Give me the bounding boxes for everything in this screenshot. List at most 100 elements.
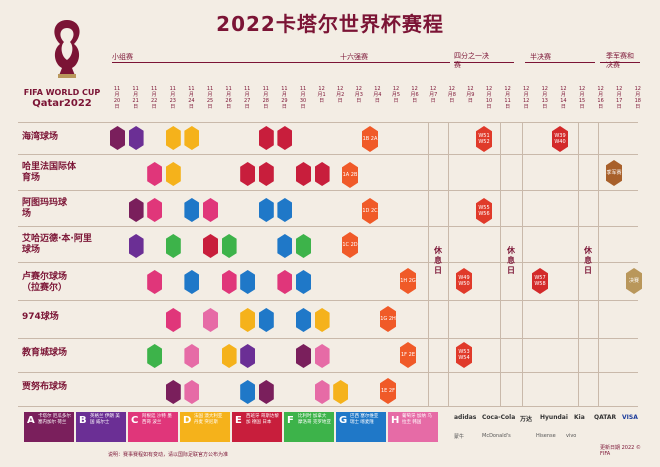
legend-group-letter: B — [79, 415, 87, 426]
group-match — [128, 234, 144, 258]
legend-teams: 卡塔尔 厄瓜多尔 塞内加尔 荷兰 — [38, 414, 71, 425]
date-label: 11月27日 — [244, 86, 251, 110]
sponsor-adidas: adidas — [454, 414, 477, 421]
group-match — [184, 380, 200, 404]
sponsor-wanda: 万达 — [520, 416, 533, 423]
group-match — [296, 308, 311, 332]
group-match — [128, 198, 144, 222]
group-match — [147, 270, 163, 294]
group-match — [110, 126, 125, 150]
legend-group-letter: D — [183, 415, 192, 426]
stage-final-line — [600, 62, 640, 63]
separator — [18, 300, 638, 301]
date-label: 12月3日 — [354, 86, 363, 104]
third-place-match: 季军赛 — [606, 160, 622, 186]
date-label: 12月11日 — [504, 86, 511, 110]
legend-group-letter: E — [235, 415, 242, 426]
legend-group-letter: F — [287, 415, 294, 426]
logo-line1: FIFA WORLD CUP — [23, 88, 101, 97]
date-label: 12月15日 — [578, 86, 586, 110]
group-match — [296, 162, 311, 186]
group-match — [333, 380, 349, 404]
stage-final: 季军赛和决赛 — [606, 52, 634, 69]
stage-qf-line — [454, 62, 514, 63]
r16-match: 1C 2D — [342, 232, 358, 258]
sponsor-cocacola: Coca-Cola — [482, 414, 516, 421]
legend-group-letter: G — [339, 415, 348, 426]
group-match — [128, 126, 144, 150]
r16-match: 1D 2C — [362, 198, 378, 224]
separator — [18, 190, 638, 191]
legend-teams: 西班牙 哥斯达黎加 德国 日本 — [246, 414, 279, 425]
legend-group-b: B 英格兰 伊朗 美国 威尔士 — [76, 412, 126, 442]
group-match — [296, 344, 311, 368]
sponsor-qatar: QATAR — [594, 414, 617, 421]
rest-day-label: 休息日 — [584, 246, 592, 275]
stage-r16: 十六强赛 — [340, 53, 368, 61]
group-match — [184, 198, 200, 222]
sponsor-kia: Kia — [574, 414, 585, 421]
qf-match: W53 W54 — [456, 342, 472, 368]
legend-group-g: G 巴西 塞尔维亚 瑞士 喀麦隆 — [336, 412, 386, 442]
separator — [18, 262, 638, 263]
group-match — [277, 270, 293, 294]
date-label: 12月6日 — [410, 86, 419, 104]
logo-line2: Qatar2022 — [32, 98, 92, 109]
group-match — [258, 198, 274, 222]
qf-match: W49 W50 — [456, 268, 472, 294]
qf-match: W55 W56 — [476, 198, 492, 224]
group-match — [184, 126, 200, 150]
sponsor-mengniu: 蒙牛 — [454, 434, 465, 440]
legend-group-a: A 卡塔尔 厄瓜多尔 塞内加尔 荷兰 — [24, 412, 74, 442]
sponsor-vivo: vivo — [566, 433, 577, 439]
group-match — [258, 126, 274, 150]
final-match: 决赛 — [626, 268, 642, 294]
venue-ahmad-bin-ali: 艾哈迈德·本·阿里球场 — [22, 234, 92, 255]
rest-line — [598, 122, 599, 406]
group-match — [277, 126, 293, 150]
venue-al-janoub: 贾努布球场 — [22, 382, 68, 392]
venue-education-city: 教育城球场 — [22, 348, 68, 358]
legend-group-d: D 法国 澳大利亚 丹麦 突尼斯 — [180, 412, 230, 442]
world-cup-trophy-logo — [54, 20, 80, 78]
date-label: 12月14日 — [560, 86, 567, 110]
date-label: 12月5日 — [391, 86, 401, 104]
legend-teams: 巴西 塞尔维亚 瑞士 喀麦隆 — [350, 414, 379, 425]
group-match — [314, 380, 330, 404]
group-match — [240, 344, 256, 368]
group-match — [203, 198, 218, 222]
r16-match: 1B 2A — [362, 126, 378, 152]
separator — [18, 154, 638, 155]
group-match — [165, 162, 181, 186]
venue-al-bayt: 海湾球场 — [22, 132, 59, 142]
group-match — [314, 344, 330, 368]
legend-teams: 英格兰 伊朗 美国 威尔士 — [90, 414, 120, 425]
group-match — [184, 270, 200, 294]
rest-line — [522, 122, 523, 406]
group-match — [258, 162, 274, 186]
r16-match: 1E 2F — [380, 378, 396, 404]
legend-group-f: F 比利时 加拿大 摩洛哥 克罗地亚 — [284, 412, 334, 442]
rest-line — [578, 122, 579, 406]
rest-line — [500, 122, 501, 406]
sf-match: W39 W40 — [552, 126, 568, 152]
stage-r16-line — [340, 62, 450, 63]
group-match — [147, 198, 163, 222]
rest-day-label: 休息日 — [434, 246, 442, 275]
date-label: 11月29日 — [281, 86, 288, 110]
sponsor-hisense: Hisense — [536, 433, 556, 439]
group-match — [184, 344, 200, 368]
group-match — [296, 270, 311, 294]
legend-teams: 比利时 加拿大 摩洛哥 克罗地亚 — [298, 414, 331, 425]
group-match — [296, 234, 311, 258]
date-label: 12月17日 — [616, 86, 623, 110]
group-match — [165, 126, 181, 150]
legend-group-e: E 西班牙 哥斯达黎加 德国 日本 — [232, 412, 282, 442]
venue-al-thumama: 阿图玛玛球场 — [22, 198, 68, 219]
group-match — [221, 344, 237, 368]
group-match — [258, 380, 274, 404]
date-label: 12月9日 — [466, 86, 475, 104]
separator — [18, 338, 638, 339]
r16-match: 1H 2G — [400, 268, 416, 294]
date-label: 11月21日 — [132, 86, 139, 110]
